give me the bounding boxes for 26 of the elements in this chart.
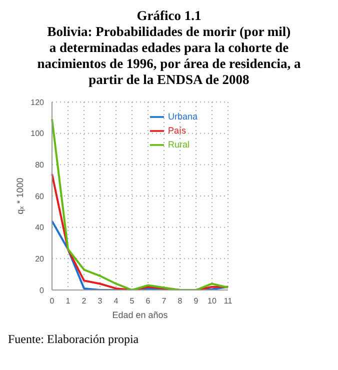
x-tick-label: 3 (98, 296, 103, 306)
legend-label: Rural (168, 139, 190, 150)
x-tick-label: 8 (178, 296, 183, 306)
y-tick-label: 0 (40, 286, 45, 295)
y-tick-label: 60 (35, 192, 45, 201)
chart-title: Gráfico 1.1 Bolivia: Probabilidades de morir (por mil) a determinadas edades para la cohorte de nacimientos de 1996, por área de residencia, a partir de la ENDSA de 2008 (36, 8, 302, 88)
legend-label: Urbana (168, 111, 198, 122)
source-note: Fuente: Elaboración propia (8, 332, 140, 347)
legend-label: País (168, 125, 186, 136)
x-tick-label: 0 (50, 296, 55, 306)
x-tick-label: 9 (194, 296, 199, 306)
y-tick-label: 100 (30, 129, 45, 138)
y-tick-label: 40 (35, 223, 45, 232)
y-tick-label: 120 (30, 98, 45, 107)
x-tick-label: 11 (224, 296, 233, 306)
y-tick-label: 80 (35, 160, 45, 170)
x-tick-label: 1 (66, 296, 71, 306)
x-tick-label: 10 (208, 296, 217, 306)
y-tick-label: 20 (35, 254, 45, 264)
x-tick-label: 4 (114, 296, 119, 306)
x-tick-label: 5 (130, 296, 135, 306)
x-axis-title: Edad en años (112, 310, 168, 320)
x-tick-label: 2 (82, 296, 87, 306)
x-tick-label: 6 (146, 296, 151, 306)
x-tick-label: 7 (162, 296, 167, 306)
y-axis-title: qₓ * 1000 (15, 178, 26, 214)
